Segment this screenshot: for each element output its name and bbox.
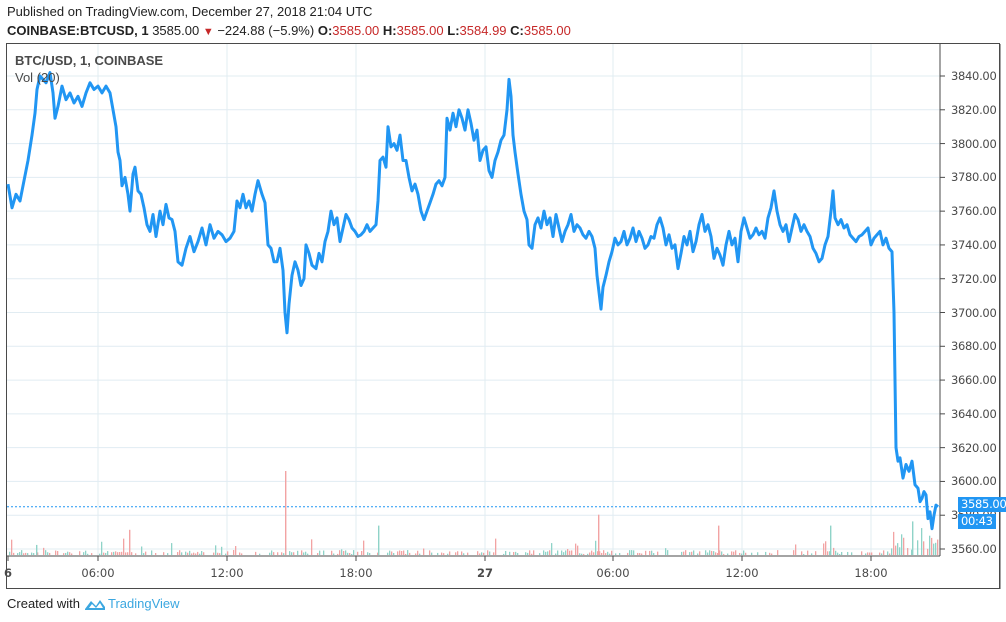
triangle-down-icon: ▼ (202, 26, 214, 38)
series-legend: BTC/USD, 1, COINBASE (15, 53, 164, 68)
tradingview-logo-icon (84, 599, 105, 610)
price-line (6, 71, 939, 531)
last-price: 3585.00 (152, 23, 200, 38)
created-with-label: Created with (7, 596, 80, 611)
price-tick-label: 3840.00 (951, 69, 997, 83)
price-tick-label: 3640.00 (951, 406, 997, 421)
time-tick-label: 12:00 (210, 566, 244, 580)
time-tick-label: 18:00 (339, 566, 373, 580)
published-caption: Published on TradingView.com, December 2… (7, 4, 373, 19)
close-label: C: (510, 23, 524, 38)
time-tick-label: 18:00 (854, 566, 888, 580)
price-tick-label: 3620.00 (951, 440, 997, 455)
symbol-label: COINBASE:BTCUSD, 1 (7, 23, 149, 38)
price-tick-label: 3800.00 (951, 136, 997, 151)
price-tick-label: 3600.00 (951, 474, 997, 489)
price-change: −224.88 (−5.9%) (217, 23, 315, 38)
price-tick-label: 3700.00 (951, 305, 997, 320)
time-tick-label: 27 (476, 566, 494, 580)
price-tick-label: 3820.00 (951, 102, 997, 117)
price-tick-label: 3560.00 (951, 542, 997, 556)
time-tick-label: 06:00 (81, 566, 115, 580)
price-tick-label: 3720.00 (951, 271, 997, 286)
low-label: L: (447, 23, 460, 38)
time-tick-label: 12:00 (725, 566, 759, 580)
low-value: 3584.99 (459, 23, 507, 38)
open-value: 3585.00 (332, 23, 380, 38)
countdown-badge: 00:43 (958, 514, 996, 529)
price-tick-label: 3740.00 (951, 237, 997, 252)
last-price-badge: 3585.00 (958, 497, 1006, 512)
high-label: H: (382, 23, 397, 38)
time-tick-label: 6 (3, 566, 13, 580)
price-tick-label: 3780.00 (951, 170, 997, 185)
close-value: 3585.00 (523, 23, 571, 38)
price-tick-label: 3760.00 (951, 204, 997, 219)
open-label: O: (317, 23, 333, 38)
high-value: 3585.00 (396, 23, 444, 38)
price-tick-label: 3660.00 (951, 373, 997, 388)
symbol-ohlc-bar: COINBASE:BTCUSD, 1 3585.00 ▼ −224.88 (−5… (7, 23, 571, 38)
time-tick-label: 06:00 (596, 566, 630, 580)
footer: Created with TradingView (7, 596, 180, 611)
volume-legend: Vol (20) (15, 70, 60, 85)
price-tick-label: 3680.00 (951, 339, 997, 354)
tradingview-brand-link[interactable]: TradingView (107, 596, 180, 611)
